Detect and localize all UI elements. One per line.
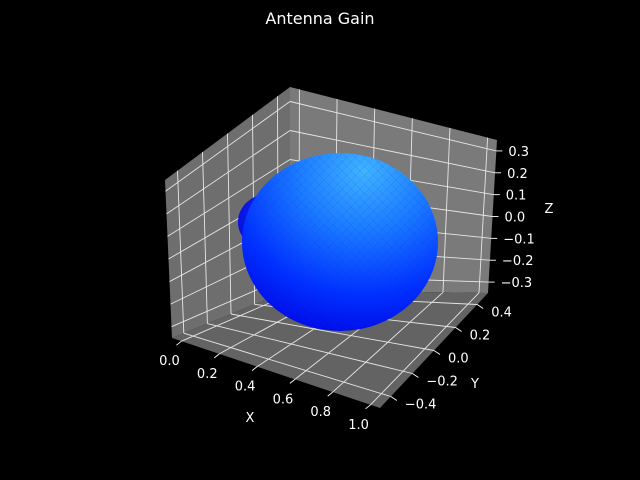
x-tick-mark xyxy=(213,353,220,359)
y-axis-label: Y xyxy=(470,377,479,392)
x-tick-label: 0.0 xyxy=(159,354,180,369)
y-tick-label: −0.2 xyxy=(426,375,458,390)
x-axis-label: X xyxy=(246,411,255,426)
x-tick-mark xyxy=(251,366,258,371)
y-tick-mark xyxy=(476,304,484,309)
z-axis-label: Z xyxy=(545,202,554,217)
z-tick-label: 0.0 xyxy=(505,211,526,226)
y-tick-label: 0.2 xyxy=(470,329,491,344)
y-grid-floor-line xyxy=(183,332,391,397)
z-grid-left-line xyxy=(165,101,291,192)
y-tick-label: −0.4 xyxy=(405,398,437,413)
z-grid-back-line xyxy=(289,130,496,174)
y-grid-floor-line xyxy=(207,323,413,374)
z-grid-left-line xyxy=(167,159,291,237)
z-tick-label: −0.1 xyxy=(503,232,535,247)
antenna-surface xyxy=(238,153,438,331)
x-tick-label: 0.6 xyxy=(273,392,294,407)
x-tick-mark xyxy=(289,379,296,384)
tick-labels: 0.00.20.40.60.81.0−0.4−0.20.00.20.4−0.3−… xyxy=(159,145,535,433)
y-grid-floor-line xyxy=(230,313,435,351)
x-tick-mark xyxy=(176,340,182,346)
z-grid-back-line xyxy=(289,101,497,152)
z-tick-label: −0.3 xyxy=(501,276,533,291)
x-tick-label: 1.0 xyxy=(348,418,369,433)
y-tick-label: 0.0 xyxy=(448,352,469,367)
x-tick-label: 0.4 xyxy=(235,380,256,395)
main-lobe-mesh xyxy=(242,153,438,331)
z-tick-label: 0.2 xyxy=(507,167,528,182)
pane-floor xyxy=(172,290,488,408)
z-tick-label: 0.1 xyxy=(506,189,527,204)
y-tick-mark xyxy=(455,327,462,332)
z-tick-label: −0.2 xyxy=(502,254,534,269)
x-tick-mark xyxy=(327,391,334,397)
y-tick-mark xyxy=(390,396,398,401)
x-tick-mark xyxy=(365,404,371,410)
y-tick-mark xyxy=(433,350,441,355)
chart-title: Antenna Gain xyxy=(265,9,374,28)
y-tick-label: 0.4 xyxy=(491,306,512,321)
x-tick-label: 0.8 xyxy=(310,405,331,420)
y-tick-mark xyxy=(412,373,419,378)
z-tick-label: 0.3 xyxy=(508,145,529,160)
x-tick-label: 0.2 xyxy=(197,367,218,382)
z-grid-left-line xyxy=(166,130,291,215)
